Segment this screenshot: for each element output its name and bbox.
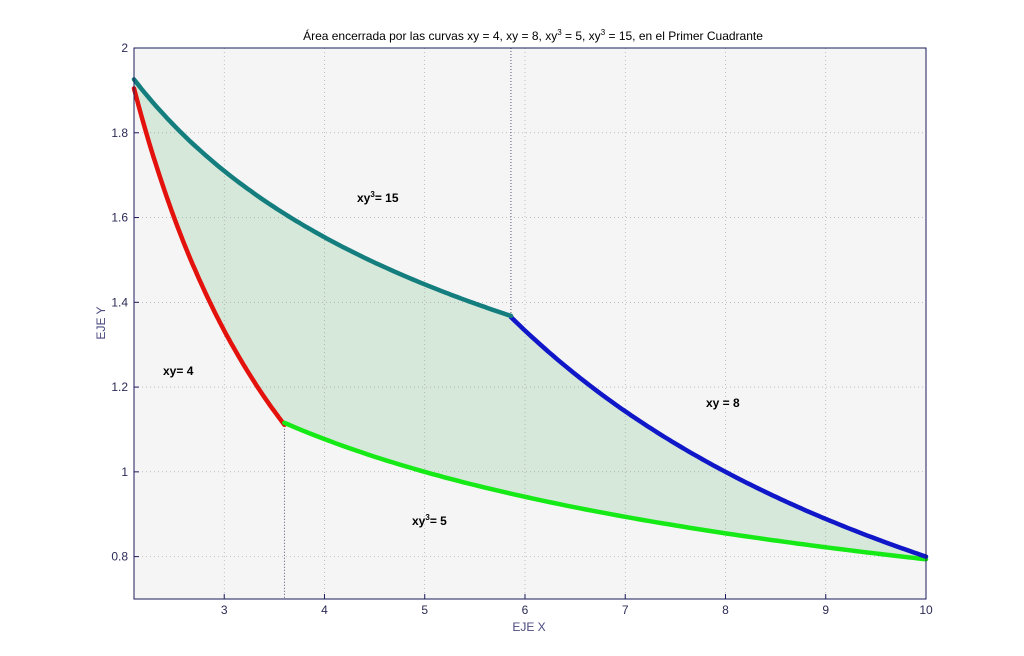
y-axis-ticks: 0.8 1 1.2 1.4 1.6 1.8 2	[111, 41, 139, 564]
annotation-xy3-15: xy3= 15	[357, 190, 399, 205]
x-tick-label: 3	[221, 603, 228, 617]
y-tick-label: 0.8	[111, 550, 128, 564]
y-tick-label: 1.6	[111, 211, 128, 225]
y-axis-label: EJE Y	[94, 306, 108, 339]
y-tick-label: 1.2	[111, 380, 128, 394]
annotation-xy-8: xy = 8	[706, 396, 740, 410]
grid	[134, 48, 926, 599]
enclosed-area	[134, 79, 926, 560]
x-tick-label: 6	[522, 603, 529, 617]
y-tick-label: 1.8	[111, 126, 128, 140]
x-tick-label: 10	[919, 603, 933, 617]
x-tick-label: 5	[421, 603, 428, 617]
curve-xy3_5	[282, 420, 929, 562]
chart-title: Área encerrada por las curvas xy = 4, xy…	[303, 28, 763, 43]
y-tick-label: 1.4	[111, 295, 128, 309]
curve-xy3_15	[131, 77, 514, 319]
curve-xy4	[131, 86, 287, 428]
y-tick-label: 2	[121, 41, 128, 55]
annotation-xy-4: xy= 4	[163, 364, 194, 378]
x-tick-label: 9	[822, 603, 829, 617]
curves	[131, 77, 929, 562]
x-axis-label: EJE X	[512, 620, 545, 634]
x-axis-ticks: 3 4 5 6 7 8 9 10	[221, 594, 933, 617]
x-tick-label: 8	[722, 603, 729, 617]
y-tick-label: 1	[121, 465, 128, 479]
x-tick-label: 7	[622, 603, 629, 617]
x-tick-label: 4	[321, 603, 328, 617]
annotation-xy3-5: xy3= 5	[412, 513, 447, 528]
plot-frame	[133, 47, 927, 600]
curve-xy8	[508, 314, 929, 559]
